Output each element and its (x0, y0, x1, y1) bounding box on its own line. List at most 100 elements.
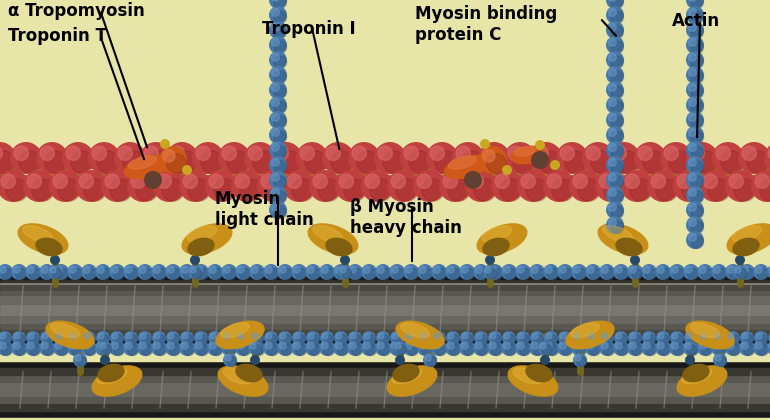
Circle shape (391, 174, 405, 189)
Circle shape (755, 342, 762, 349)
Circle shape (608, 0, 616, 1)
Ellipse shape (482, 226, 511, 242)
Circle shape (608, 38, 616, 46)
Circle shape (179, 170, 211, 202)
Circle shape (265, 342, 273, 349)
Circle shape (611, 71, 624, 84)
Circle shape (319, 264, 335, 280)
Circle shape (725, 340, 741, 356)
Circle shape (691, 116, 704, 129)
Circle shape (274, 116, 286, 129)
Circle shape (281, 344, 293, 356)
Circle shape (604, 179, 626, 201)
Circle shape (85, 335, 95, 345)
Circle shape (183, 344, 195, 356)
Circle shape (152, 331, 166, 345)
Circle shape (66, 146, 80, 160)
Circle shape (28, 333, 34, 339)
Ellipse shape (525, 364, 553, 383)
Circle shape (505, 344, 517, 356)
Ellipse shape (308, 224, 358, 254)
Circle shape (376, 331, 390, 345)
Circle shape (604, 268, 614, 280)
Circle shape (520, 344, 531, 356)
Circle shape (40, 146, 55, 160)
Circle shape (40, 331, 54, 345)
Circle shape (305, 264, 321, 280)
Circle shape (403, 340, 419, 356)
Circle shape (96, 331, 110, 345)
Circle shape (608, 143, 616, 151)
Circle shape (642, 331, 656, 345)
Circle shape (425, 355, 431, 361)
Circle shape (552, 179, 574, 201)
Circle shape (606, 186, 624, 204)
Ellipse shape (97, 364, 125, 383)
Circle shape (25, 264, 41, 280)
Circle shape (400, 142, 432, 174)
Circle shape (100, 335, 109, 345)
Circle shape (485, 255, 495, 265)
Circle shape (606, 216, 624, 234)
Circle shape (111, 342, 119, 349)
Circle shape (646, 335, 655, 345)
Circle shape (363, 342, 370, 349)
Circle shape (183, 268, 195, 280)
Circle shape (588, 333, 594, 339)
Circle shape (269, 201, 287, 219)
Circle shape (443, 174, 457, 189)
Circle shape (505, 268, 517, 280)
Circle shape (698, 331, 712, 345)
Circle shape (268, 335, 278, 345)
Circle shape (261, 174, 276, 189)
Circle shape (88, 142, 120, 174)
Circle shape (235, 340, 251, 356)
Circle shape (686, 36, 704, 54)
Circle shape (521, 174, 535, 189)
Circle shape (492, 335, 501, 345)
Circle shape (237, 342, 244, 349)
Circle shape (517, 333, 524, 339)
Circle shape (544, 331, 558, 345)
Circle shape (271, 203, 280, 211)
Circle shape (137, 340, 153, 356)
Circle shape (291, 264, 307, 280)
Circle shape (669, 151, 691, 173)
Circle shape (0, 333, 6, 339)
Circle shape (480, 139, 490, 149)
Circle shape (389, 340, 405, 356)
Circle shape (274, 86, 286, 99)
Circle shape (615, 266, 622, 273)
Circle shape (729, 174, 743, 189)
Circle shape (573, 353, 587, 367)
Ellipse shape (598, 224, 648, 254)
Circle shape (683, 340, 699, 356)
Circle shape (515, 264, 531, 280)
Circle shape (608, 83, 616, 92)
Circle shape (348, 331, 362, 345)
Circle shape (434, 333, 440, 339)
Ellipse shape (513, 368, 543, 384)
Circle shape (307, 342, 314, 349)
Circle shape (338, 265, 352, 279)
Circle shape (446, 331, 460, 345)
Circle shape (632, 335, 641, 345)
Circle shape (697, 264, 713, 280)
Circle shape (608, 53, 616, 61)
Circle shape (611, 0, 624, 8)
Circle shape (73, 353, 87, 367)
Ellipse shape (236, 364, 263, 383)
Circle shape (75, 355, 81, 361)
Circle shape (266, 179, 288, 201)
Ellipse shape (124, 155, 170, 179)
Circle shape (101, 170, 133, 202)
Circle shape (647, 170, 679, 202)
Circle shape (611, 41, 624, 53)
Circle shape (630, 267, 636, 273)
Circle shape (41, 342, 49, 349)
Circle shape (686, 81, 704, 99)
Ellipse shape (691, 323, 719, 338)
Circle shape (224, 333, 230, 339)
Circle shape (223, 266, 230, 273)
Circle shape (671, 266, 678, 273)
